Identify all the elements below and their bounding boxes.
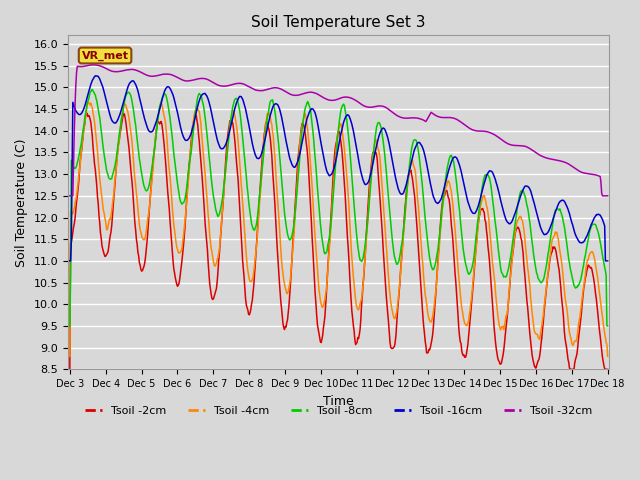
Title: Soil Temperature Set 3: Soil Temperature Set 3	[252, 15, 426, 30]
Text: VR_met: VR_met	[81, 50, 129, 60]
X-axis label: Time: Time	[323, 395, 354, 408]
Legend: Tsoil -2cm, Tsoil -4cm, Tsoil -8cm, Tsoil -16cm, Tsoil -32cm: Tsoil -2cm, Tsoil -4cm, Tsoil -8cm, Tsoi…	[81, 402, 596, 420]
Y-axis label: Soil Temperature (C): Soil Temperature (C)	[15, 138, 28, 266]
